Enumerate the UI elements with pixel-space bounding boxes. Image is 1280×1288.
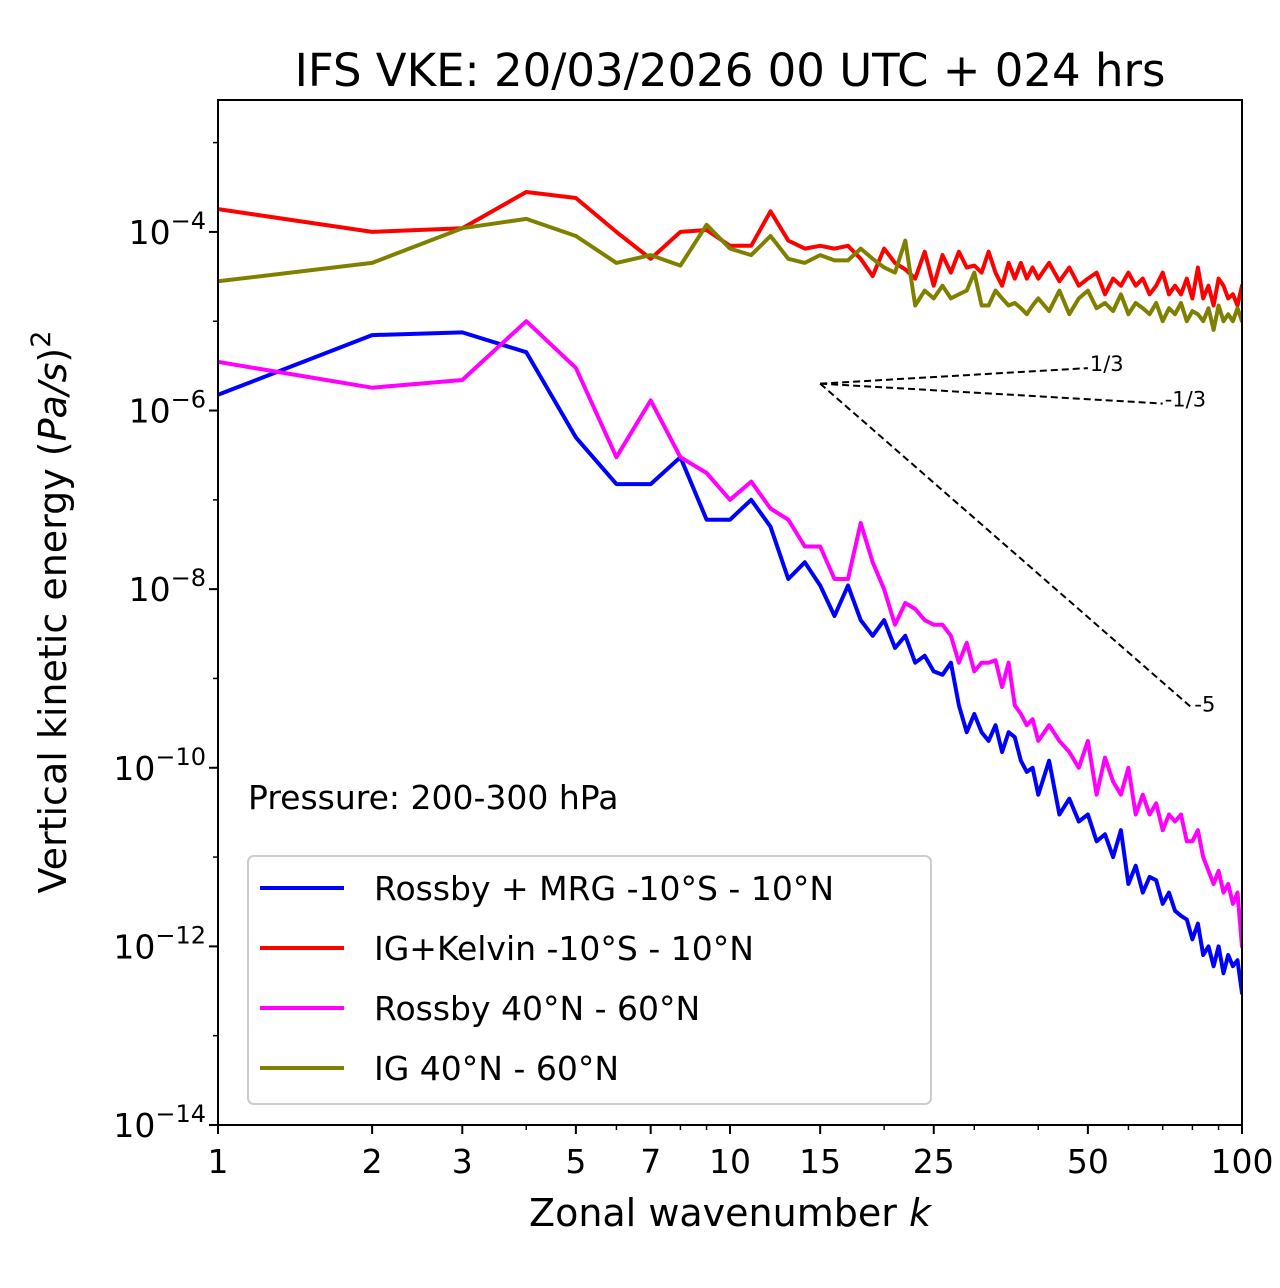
pressure-annotation: Pressure: 200-300 hPa xyxy=(248,778,618,817)
reference-slope-line xyxy=(819,382,1194,710)
reference-slope-line xyxy=(820,367,1088,385)
y-tick-label: 10−4 xyxy=(129,207,206,252)
reference-slopes: 1/3 -1/3 -5 xyxy=(819,352,1215,716)
x-tick-label: 100 xyxy=(1211,1142,1274,1181)
x-tick-label: 25 xyxy=(913,1142,955,1181)
plot-frame xyxy=(217,99,1243,1126)
x-axis-label: Zonal wavenumber k xyxy=(529,1191,933,1235)
reference-slope-label: 1/3 xyxy=(1090,352,1124,376)
y-axis-label: Vertical kinetic energy (Pa/s)2 xyxy=(26,331,75,894)
x-tick-label: 10 xyxy=(709,1142,751,1181)
y-tick-label: 10−10 xyxy=(113,743,206,788)
x-axis-ticks: 1 2 3 5 7 10 15 25 50 100 xyxy=(208,1125,1274,1181)
series-line-3 xyxy=(218,216,1242,332)
legend-label: IG+Kelvin -10°S - 10°N xyxy=(374,929,754,968)
reference-slope-label: -1/3 xyxy=(1165,388,1206,412)
y-tick-label: 10−8 xyxy=(129,564,206,609)
x-tick-label: 5 xyxy=(565,1142,586,1181)
series-line-0 xyxy=(218,330,1242,996)
x-tick-label: 15 xyxy=(799,1142,841,1181)
legend-label: Rossby 40°N - 60°N xyxy=(374,989,700,1028)
x-tick-label: 2 xyxy=(362,1142,383,1181)
chart-title: IFS VKE: 20/03/2026 00 UTC + 024 hrs xyxy=(295,44,1166,97)
x-tick-label: 1 xyxy=(208,1142,229,1181)
reference-slope-label: -5 xyxy=(1194,692,1215,716)
x-tick-label: 7 xyxy=(640,1142,661,1181)
series-line-1 xyxy=(218,190,1242,308)
series-line-2 xyxy=(218,319,1242,949)
y-tick-label: 10−12 xyxy=(113,921,206,966)
legend-frame xyxy=(247,855,932,1105)
y-axis-ticks: 10−14 10−12 10−10 10−8 10−6 10−4 xyxy=(113,141,218,1145)
legend: Rossby + MRG -10°S - 10°N IG+Kelvin -10°S… xyxy=(247,855,932,1105)
legend-label: Rossby + MRG -10°S - 10°N xyxy=(374,869,834,908)
legend-label: IG 40°N - 60°N xyxy=(374,1049,619,1088)
x-tick-label: 3 xyxy=(452,1142,473,1181)
y-tick-label: 10−6 xyxy=(129,386,206,431)
x-tick-label: 50 xyxy=(1067,1142,1109,1181)
series-lines xyxy=(218,190,1242,996)
y-tick-label: 10−14 xyxy=(113,1100,206,1145)
reference-slope-line xyxy=(820,382,1163,405)
